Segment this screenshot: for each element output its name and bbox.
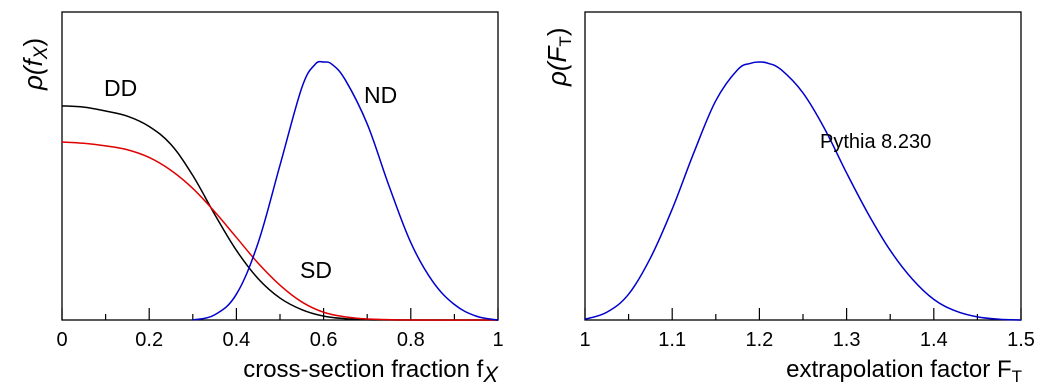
y-axis-label-right: ρ(FT) — [542, 28, 575, 88]
x-tick-label: 1 — [492, 329, 503, 351]
panel-left: 0 0.2 0.4 0.6 0.8 1 DD SD ND cross-section fr… — [18, 11, 504, 385]
x-tick-label: 0 — [56, 329, 67, 351]
series-line-nd — [192, 60, 499, 321]
x-tick-label: 0.2 — [135, 329, 163, 351]
series-line-sd — [61, 141, 499, 321]
series-label-dd: DD — [104, 75, 137, 101]
x-tick-label: 1.1 — [658, 329, 686, 351]
series-label-sd: SD — [300, 257, 332, 283]
x-axis-label-left: cross-section fraction fX — [243, 356, 499, 385]
x-tick-label: 0.8 — [397, 329, 425, 351]
series-line-dd — [61, 105, 499, 321]
x-tick-label: 1.2 — [745, 329, 773, 351]
x-tick-label: 0.4 — [222, 329, 250, 351]
x-tick-label: 1.4 — [920, 329, 948, 351]
x-axis-label-right: extrapolation factor FT — [786, 356, 1022, 385]
curves-right — [584, 61, 1022, 321]
x-ticks-right: 1 1.1 1.2 1.3 1.4 1.5 — [579, 308, 1035, 351]
annotation-pythia: Pythia 8.230 — [820, 131, 931, 153]
series-line-ft — [584, 61, 1022, 321]
x-tick-label: 1.3 — [833, 329, 861, 351]
y-axis-label-left: ρ(fX) — [18, 38, 52, 91]
panel-right: 1 1.1 1.2 1.3 1.4 1.5 Pythia 8.230 extrapolat… — [542, 11, 1035, 385]
series-label-nd: ND — [364, 82, 397, 108]
curves-left — [61, 60, 499, 321]
x-tick-label: 0.6 — [310, 329, 338, 351]
plot-frame-right — [584, 11, 1022, 321]
x-tick-label: 1 — [579, 329, 590, 351]
x-tick-label: 1.5 — [1007, 329, 1035, 351]
x-ticks-left: 0 0.2 0.4 0.6 0.8 1 — [56, 308, 504, 351]
